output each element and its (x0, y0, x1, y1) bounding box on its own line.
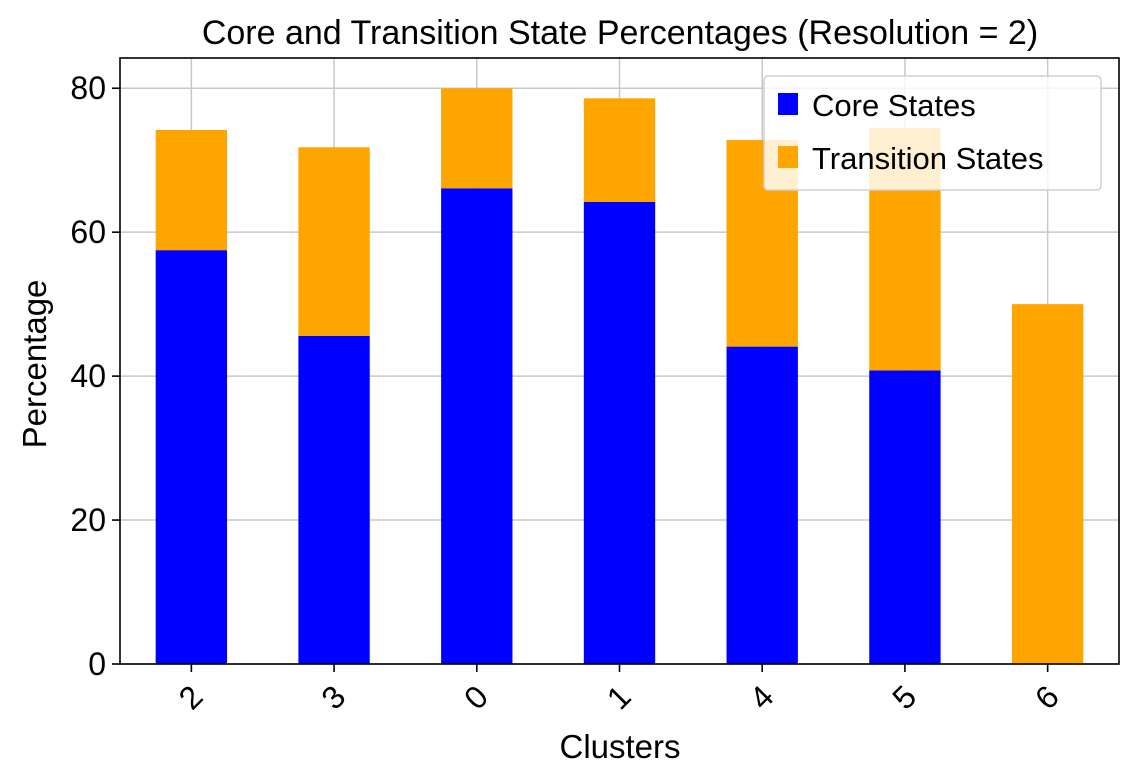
y-tick-label: 0 (88, 646, 106, 682)
legend-swatch-transition-states (778, 146, 798, 168)
x-axis-ticks: 2 3 0 1 4 5 6 (172, 664, 1066, 716)
y-axis-ticks: 0 20 40 60 80 (70, 70, 120, 682)
legend-label-core-states: Core States (812, 88, 976, 123)
bar-core-states-3 (298, 335, 370, 664)
y-tick-label: 60 (70, 214, 106, 250)
bar-core-states-4 (726, 346, 798, 664)
x-tick-label: 0 (457, 678, 495, 716)
bar-transition-states-6 (1011, 304, 1084, 664)
legend: Core States Transition States (763, 75, 1102, 191)
bar-core-states-0 (441, 188, 513, 664)
bar-core-states-2 (155, 250, 228, 665)
bar-core-states-5 (869, 370, 941, 664)
x-tick-label: 4 (742, 678, 780, 716)
chart-title: Core and Transition State Percentages (R… (202, 14, 1038, 52)
bars (155, 88, 1084, 665)
bar-transition-states-3 (298, 147, 370, 336)
y-tick-label: 80 (70, 70, 106, 106)
bar-transition-states-2 (155, 129, 228, 251)
bar-core-states-1 (583, 201, 656, 664)
y-axis-label: Percentage (16, 280, 53, 449)
x-tick-label: 1 (600, 678, 638, 716)
x-tick-label: 2 (172, 678, 210, 716)
x-axis-label: Clusters (559, 728, 680, 765)
legend-label-transition-states: Transition States (812, 141, 1043, 176)
y-tick-label: 40 (70, 358, 106, 394)
x-tick-label: 5 (885, 678, 923, 716)
x-tick-label: 3 (314, 678, 352, 716)
legend-swatch-core-states (778, 93, 798, 115)
bar-transition-states-1 (583, 98, 656, 202)
x-tick-label: 6 (1028, 678, 1066, 716)
legend-box (763, 75, 1102, 191)
y-tick-label: 20 (70, 502, 106, 538)
bar-transition-states-0 (441, 88, 513, 189)
